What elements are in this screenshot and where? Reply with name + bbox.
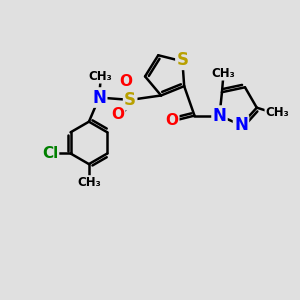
Text: S: S [124,91,136,109]
Text: N: N [92,88,106,106]
Text: N: N [234,116,248,134]
Text: O: O [111,106,124,122]
Text: S: S [176,51,188,69]
Text: CH₃: CH₃ [89,70,112,83]
Text: CH₃: CH₃ [212,67,235,80]
Text: O: O [165,113,178,128]
Text: CH₃: CH₃ [266,106,289,119]
Text: O: O [119,74,132,89]
Text: Cl: Cl [42,146,58,161]
Text: CH₃: CH₃ [77,176,101,189]
Text: N: N [213,106,226,124]
